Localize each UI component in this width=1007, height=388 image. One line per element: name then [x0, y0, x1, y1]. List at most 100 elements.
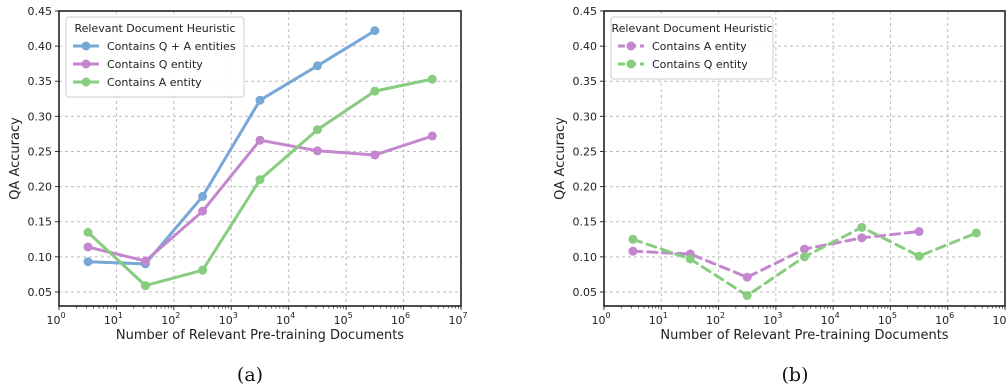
- data-point: [198, 265, 208, 275]
- x-tick-exponent: 0: [60, 311, 65, 320]
- legend: Relevant Document Heuristic Contains Q + …: [65, 16, 245, 98]
- y-tick-label: 0.45: [573, 5, 598, 18]
- data-point: [857, 222, 867, 232]
- data-point: [799, 252, 809, 262]
- data-point: [140, 281, 150, 291]
- legend-swatch-marker: [626, 41, 636, 51]
- series-line: [86, 29, 377, 266]
- x-axis-label: Number of Relevant Pre-training Document…: [116, 328, 404, 343]
- x-tick-base: 10: [649, 314, 663, 327]
- series-0: [83, 26, 380, 269]
- x-tick-base: 10: [46, 314, 60, 327]
- data-point: [857, 233, 867, 243]
- x-axis-label: Number of Relevant Pre-training Document…: [660, 328, 948, 343]
- y-tick-label: 0.25: [28, 145, 53, 158]
- x-tick-base: 10: [104, 314, 118, 327]
- x-tick-base: 10: [219, 314, 233, 327]
- y-tick-label: 0.05: [28, 286, 53, 299]
- y-tick-label: 0.30: [573, 110, 598, 123]
- legend-box: [610, 16, 774, 80]
- data-point: [198, 206, 208, 216]
- legend-label: Contains A entity: [107, 76, 202, 89]
- series-line: [631, 225, 978, 297]
- x-tick-label: 101: [649, 311, 668, 327]
- axes-frame: [58, 10, 462, 307]
- x-tick-exponent: 0: [605, 311, 610, 320]
- x-tick-label: 106: [935, 311, 954, 327]
- data-point: [427, 74, 437, 84]
- series-0: [628, 227, 924, 282]
- x-tick-exponent: 3: [777, 311, 782, 320]
- x-tick-exponent: 2: [720, 311, 725, 320]
- x-tick-label: 102: [706, 311, 725, 327]
- panel-caption: (a): [237, 364, 263, 386]
- x-tick-exponent: 6: [949, 311, 954, 320]
- data-point: [914, 251, 924, 261]
- series-2: [83, 74, 437, 291]
- data-point: [370, 26, 380, 36]
- x-tick-exponent: 1: [663, 311, 668, 320]
- data-point: [971, 228, 981, 238]
- x-tick-label: 101: [104, 311, 123, 327]
- data-point: [427, 131, 437, 141]
- data-point: [370, 86, 380, 96]
- legend-swatch-marker: [81, 41, 91, 51]
- data-point: [685, 254, 695, 264]
- data-point: [83, 257, 93, 267]
- x-tick-exponent: 4: [290, 311, 295, 320]
- x-tick-base: 10: [391, 314, 405, 327]
- data-point: [628, 246, 638, 256]
- legend-swatch-marker: [81, 59, 91, 69]
- x-tick-base: 10: [706, 314, 720, 327]
- y-tick-label: 0.05: [573, 286, 598, 299]
- data-point: [742, 290, 752, 300]
- series-1: [628, 222, 981, 300]
- series-line: [86, 134, 434, 263]
- y-tick-label: 0.10: [28, 251, 53, 264]
- legend-label: Contains Q entity: [107, 58, 203, 71]
- y-tick-label: 0.45: [28, 5, 53, 18]
- y-tick-label: 0.35: [573, 75, 598, 88]
- x-tick-exponent: 1: [118, 311, 123, 320]
- y-tick-label: 0.10: [573, 251, 598, 264]
- y-tick-label: 0.20: [28, 181, 53, 194]
- x-tick-label: 100: [46, 311, 65, 327]
- x-tick-label: 105: [334, 311, 353, 327]
- y-tick-label: 0.40: [573, 40, 598, 53]
- data-point: [799, 244, 809, 254]
- legend-swatch-marker: [81, 77, 91, 87]
- y-tick-label: 0.40: [28, 40, 53, 53]
- x-tick-label: 100: [591, 311, 610, 327]
- x-tick-label: 105: [878, 311, 897, 327]
- x-tick-label: 107: [992, 311, 1007, 327]
- x-tick-label: 107: [448, 311, 467, 327]
- x-tick-exponent: 2: [175, 311, 180, 320]
- data-point: [914, 227, 924, 237]
- x-tick-exponent: 7: [462, 311, 467, 320]
- x-tick-base: 10: [821, 314, 835, 327]
- legend: Relevant Document Heuristic Contains A en…: [610, 16, 774, 80]
- x-tick-exponent: 4: [835, 311, 840, 320]
- legend-label: Contains Q + A entities: [107, 40, 236, 53]
- x-tick-base: 10: [276, 314, 290, 327]
- series-line: [631, 230, 921, 279]
- y-tick-label: 0.20: [573, 181, 598, 194]
- data-point: [83, 242, 93, 252]
- data-point: [140, 256, 150, 266]
- data-point: [255, 175, 265, 185]
- legend-label: Contains A entity: [652, 40, 747, 53]
- x-tick-label: 106: [391, 311, 410, 327]
- legend-label: Contains Q entity: [652, 58, 748, 71]
- y-tick-label: 0.30: [28, 110, 53, 123]
- data-point: [83, 227, 93, 237]
- y-tick-label: 0.35: [28, 75, 53, 88]
- data-point: [312, 146, 322, 156]
- data-point: [255, 95, 265, 105]
- x-tick-label: 103: [763, 311, 782, 327]
- y-tick-label: 0.25: [573, 145, 598, 158]
- series-1: [83, 131, 437, 266]
- data-point: [742, 272, 752, 282]
- x-tick-label: 103: [219, 311, 238, 327]
